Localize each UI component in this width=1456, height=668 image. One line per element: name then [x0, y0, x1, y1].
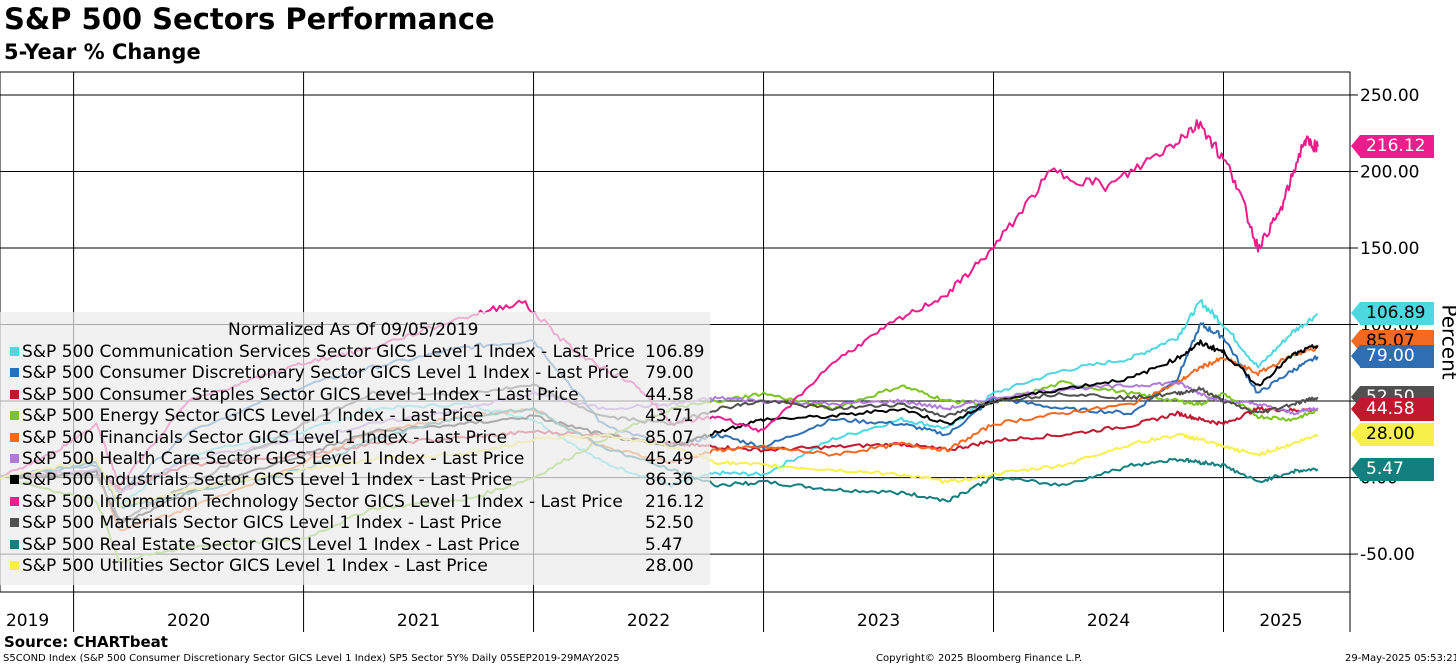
legend-label: S&P 500 Consumer Discretionary Sector GI… — [22, 363, 630, 384]
y-tick-label: 150.00 — [1360, 239, 1419, 259]
legend-label: S&P 500 Health Care Sector GICS Level 1 … — [22, 449, 525, 469]
legend-normalized-note: Normalized As Of 09/05/2019 — [228, 320, 479, 340]
legend-last-value: 5.47 — [645, 534, 683, 555]
x-tick-label: 2021 — [397, 611, 440, 631]
footer-copyright: Copyright© 2025 Bloomberg Finance L.P. — [876, 653, 1083, 664]
y-axis-title: Percent — [1437, 304, 1456, 380]
legend-swatch — [10, 389, 19, 399]
x-tick-label: 2025 — [1259, 611, 1302, 631]
x-tick-label: 2019 — [6, 611, 49, 631]
legend-label: S&P 500 Utilities Sector GICS Level 1 In… — [22, 556, 488, 576]
legend-label: S&P 500 Industrials Sector GICS Level 1 … — [22, 470, 513, 491]
last-value-tag: 216.12 — [1351, 135, 1434, 159]
last-value-tag: 5.47 — [1351, 457, 1434, 481]
y-tick-label: 200.00 — [1360, 162, 1419, 182]
legend-label: S&P 500 Materials Sector GICS Level 1 In… — [22, 513, 502, 534]
y-tick-label: 250.00 — [1360, 86, 1419, 106]
chart-title: S&P 500 Sectors Performance — [4, 2, 495, 36]
legend-last-value: 44.58 — [645, 384, 694, 405]
chart-legend: Normalized As Of 09/05/2019 S&P 500 Comm… — [0, 312, 710, 585]
legend-swatch — [10, 368, 19, 378]
last-value-tag: 79.00 — [1351, 345, 1434, 369]
legend-last-value: 79.00 — [645, 363, 694, 384]
legend-swatch — [10, 411, 19, 421]
last-value-tag: 28.00 — [1351, 423, 1434, 447]
y-tick-label: -50.00 — [1360, 545, 1415, 565]
legend-label: S&P 500 Real Estate Sector GICS Level 1 … — [22, 534, 520, 555]
legend-last-value: 216.12 — [645, 491, 705, 512]
source-label: Source: CHARTbeat — [4, 633, 168, 651]
last-value-tag: 44.58 — [1351, 397, 1434, 421]
legend-label: S&P 500 Communication Services Sector GI… — [22, 342, 635, 362]
x-tick-label: 2024 — [1087, 611, 1130, 631]
footer-timestamp: 29-May-2025 05:53:21 — [1345, 653, 1456, 664]
legend-swatch — [10, 518, 19, 528]
legend-swatch — [10, 432, 19, 442]
legend-last-value: 52.50 — [645, 513, 694, 534]
x-tick-label: 2023 — [857, 611, 900, 631]
footer-index-description: S5COND Index (S&P 500 Consumer Discretio… — [3, 653, 620, 664]
legend-swatch — [10, 539, 19, 549]
legend-label: S&P 500 Information Technology Sector GI… — [22, 491, 623, 512]
legend-last-value: 43.71 — [645, 406, 694, 427]
legend-swatch — [10, 475, 19, 485]
last-value-tag: 106.89 — [1351, 302, 1434, 326]
legend-swatch — [10, 561, 19, 570]
x-tick-label: 2022 — [627, 611, 670, 631]
legend-swatch — [10, 347, 19, 356]
legend-label: S&P 500 Energy Sector GICS Level 1 Index… — [22, 406, 484, 427]
chart-subtitle: 5-Year % Change — [4, 40, 201, 64]
x-tick-label: 2020 — [167, 611, 210, 631]
legend-label: S&P 500 Financials Sector GICS Level 1 I… — [22, 427, 508, 448]
legend-swatch — [10, 496, 19, 506]
legend-last-value: 45.49 — [645, 449, 694, 469]
legend-last-value: 28.00 — [645, 556, 694, 576]
legend-last-value: 106.89 — [645, 342, 705, 362]
legend-last-value: 85.07 — [645, 427, 694, 448]
legend-last-value: 86.36 — [645, 470, 694, 491]
legend-label: S&P 500 Consumer Staples Sector GICS Lev… — [22, 384, 579, 405]
legend-swatch — [10, 454, 19, 463]
